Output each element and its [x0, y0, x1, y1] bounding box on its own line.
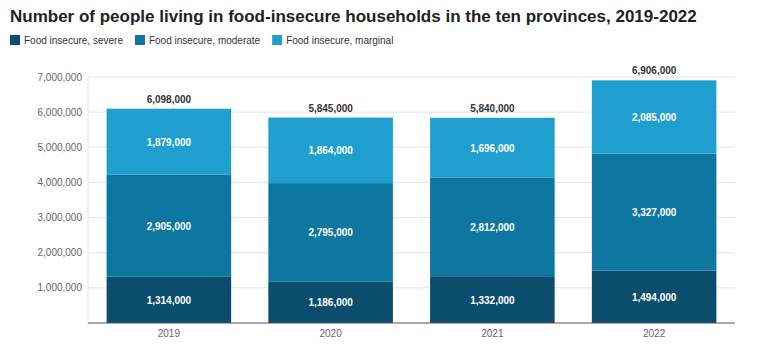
- x-tick-label: 2022: [643, 328, 666, 339]
- x-axis: 2019 2020 2021 2022: [88, 323, 735, 339]
- bar-segment: [430, 276, 555, 323]
- legend-swatch: [272, 35, 282, 45]
- data-label: 2,905,000: [147, 221, 192, 232]
- y-axis: 1,000,000 2,000,000 3,000,000 4,000,000 5,00…: [38, 72, 736, 324]
- bar-segment: [592, 80, 717, 153]
- bar-segment: [268, 183, 393, 281]
- y-axis-line: [88, 77, 89, 323]
- data-label: 2,085,000: [632, 112, 677, 123]
- bar-segment: [592, 154, 717, 271]
- x-tick-label: 2019: [158, 328, 181, 339]
- data-label: 1,494,000: [632, 292, 677, 303]
- data-label: 1,314,000: [147, 295, 192, 306]
- total-label: 6,098,000: [147, 94, 192, 105]
- data-label: 1,879,000: [147, 137, 192, 148]
- legend-label: Food insecure, severe: [24, 35, 123, 46]
- grid-line: [88, 77, 735, 78]
- y-tick-label: 2,000,000: [38, 247, 83, 258]
- data-label: 1,332,000: [470, 295, 515, 306]
- bar-segment: [268, 281, 393, 323]
- bar-segment: [268, 118, 393, 184]
- legend-swatch: [10, 35, 20, 45]
- title: Number of people living in food-insecure…: [10, 7, 697, 26]
- data-label: 1,186,000: [308, 297, 353, 308]
- y-tick-label: 7,000,000: [38, 72, 83, 83]
- data-labels: 1,314,000 2,905,000 1,879,000 6,098,000 1,18…: [147, 65, 677, 308]
- x-tick-label: 2021: [481, 328, 504, 339]
- legend-label: Food insecure, marginal: [286, 35, 393, 46]
- bar-segment: [592, 270, 717, 323]
- legend-swatch: [135, 35, 145, 45]
- chart: Number of people living in food-insecure…: [0, 0, 780, 349]
- y-tick-label: 5,000,000: [38, 142, 83, 153]
- total-label: 5,840,000: [470, 103, 515, 114]
- y-tick-label: 4,000,000: [38, 177, 83, 188]
- legend: Food insecure, severe Food insecure, mode…: [10, 35, 393, 46]
- y-tick-label: 1,000,000: [38, 282, 83, 293]
- bars: [107, 80, 717, 323]
- total-label: 5,845,000: [308, 103, 353, 114]
- bar-segment: [430, 118, 555, 178]
- y-tick-label: 3,000,000: [38, 212, 83, 223]
- data-label: 1,864,000: [308, 145, 353, 156]
- bar-segment: [430, 177, 555, 276]
- y-tick-label: 6,000,000: [38, 107, 83, 118]
- bar-segment: [107, 277, 232, 323]
- x-axis-line: [88, 323, 735, 324]
- total-label: 6,906,000: [632, 65, 677, 76]
- legend-label: Food insecure, moderate: [149, 35, 261, 46]
- data-label: 3,327,000: [632, 207, 677, 218]
- x-tick-label: 2020: [320, 328, 343, 339]
- data-label: 1,696,000: [470, 143, 515, 154]
- bar-segment: [107, 175, 232, 277]
- bar-segment: [107, 109, 232, 175]
- data-label: 2,795,000: [308, 227, 353, 238]
- data-label: 2,812,000: [470, 222, 515, 233]
